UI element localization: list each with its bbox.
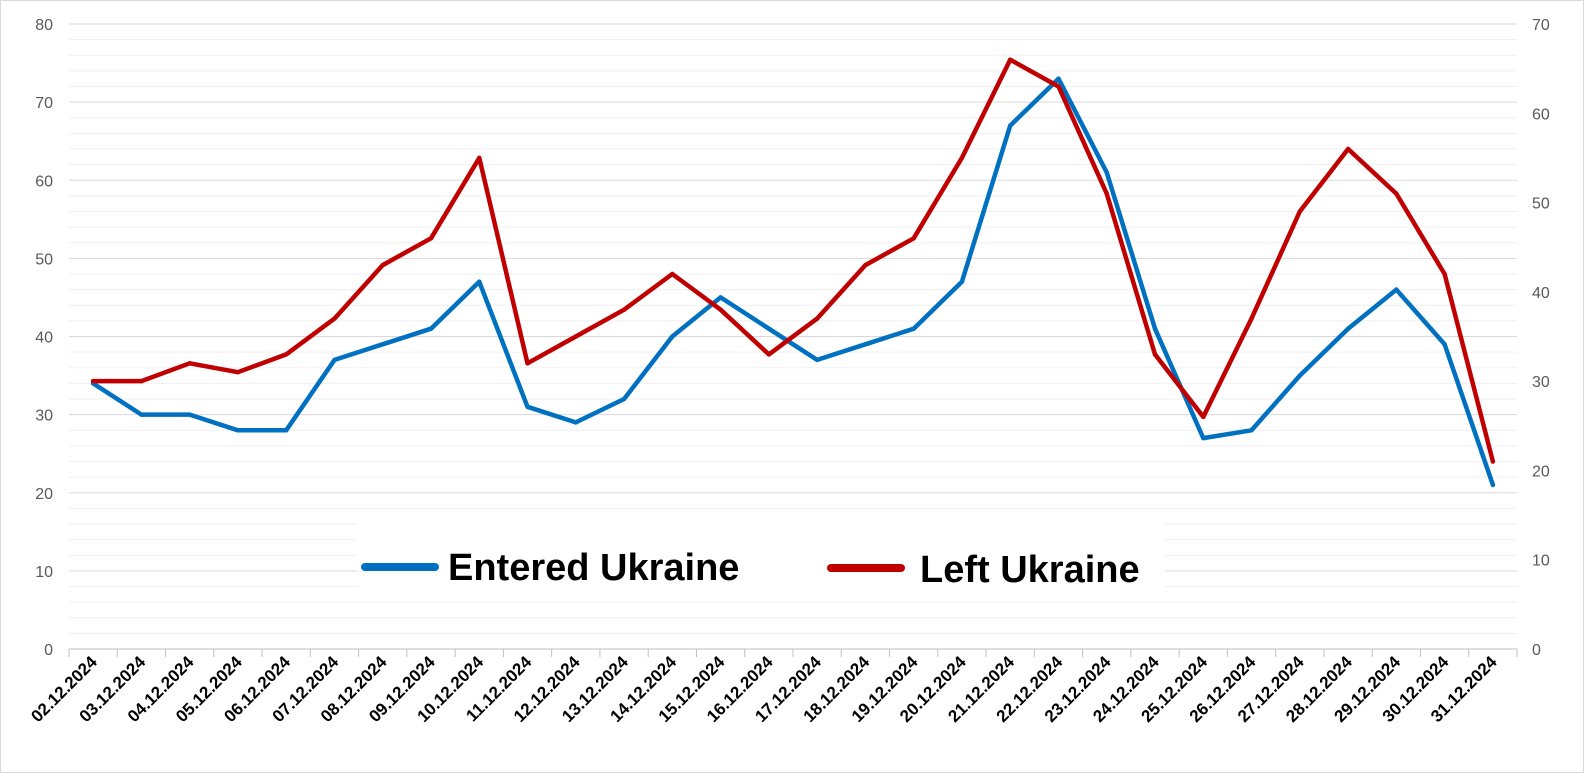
y-left-tick-label: 50 [35, 251, 53, 268]
y-left-tick-label: 0 [44, 642, 53, 659]
legend-label-left-ukraine: Left Ukraine [920, 549, 1140, 591]
data-point [766, 352, 772, 357]
data-point [718, 307, 723, 312]
data-point [428, 236, 434, 241]
data-point [1152, 326, 1158, 331]
y-left-tick-label: 10 [35, 564, 53, 581]
data-point [284, 428, 289, 433]
series-line-left-ukraine [90, 57, 1496, 464]
y-right-tick-label: 60 [1532, 106, 1550, 123]
y-right-tick-label: 20 [1532, 463, 1550, 480]
data-point [670, 334, 675, 339]
data-point [621, 307, 627, 312]
data-point [1152, 352, 1158, 357]
data-point [525, 404, 530, 410]
data-point [235, 370, 241, 375]
y-axis-left: 0 10 20 30 40 50 60 70 80 [35, 17, 53, 659]
y-axis-right: 0 10 20 30 40 50 60 70 [1532, 17, 1550, 659]
series-line-entered-ukraine [90, 76, 1496, 488]
legend-background [357, 509, 1165, 599]
y-left-tick-label: 30 [35, 408, 53, 425]
data-point [911, 236, 916, 241]
data-point [1201, 435, 1206, 441]
minor-gridlines [69, 39, 1517, 634]
data-point [1394, 287, 1399, 292]
data-point [380, 342, 385, 347]
legend-label-entered-ukraine: Entered Ukraine [448, 547, 739, 589]
y-right-tick-label: 50 [1532, 196, 1550, 213]
data-point [814, 316, 820, 321]
data-point [621, 396, 627, 402]
data-point [1008, 57, 1013, 62]
data-point [1104, 191, 1109, 196]
data-point [1394, 191, 1399, 196]
data-point [1056, 76, 1061, 81]
data-point [525, 361, 530, 366]
series-lines [90, 57, 1496, 488]
data-point [573, 334, 578, 339]
y-left-tick-label: 70 [35, 95, 53, 112]
y-right-tick-label: 30 [1532, 374, 1550, 391]
y-left-tick-label: 80 [35, 17, 53, 34]
data-point [187, 412, 192, 417]
data-point [573, 420, 578, 425]
data-point [959, 155, 965, 161]
data-point [477, 155, 482, 161]
x-axis: 02.12.202403.12.202404.12.202405.12.2024… [27, 649, 1518, 726]
data-point [380, 262, 385, 268]
y-right-tick-label: 70 [1532, 17, 1550, 34]
data-point [139, 378, 144, 384]
data-point [814, 357, 820, 363]
data-point [139, 412, 144, 417]
data-point [477, 279, 482, 285]
data-point [1249, 316, 1254, 321]
y-right-tick-label: 40 [1532, 285, 1550, 302]
data-point [1297, 209, 1303, 214]
data-point [911, 326, 916, 331]
data-point [718, 295, 723, 300]
data-point [1201, 414, 1206, 420]
data-point [332, 357, 337, 363]
data-point [959, 279, 965, 285]
data-point [766, 326, 772, 331]
data-point [1345, 146, 1351, 152]
data-point [1249, 428, 1254, 433]
data-point [1345, 326, 1351, 331]
data-point [1442, 271, 1447, 277]
data-point [428, 326, 434, 331]
y-right-tick-label: 0 [1532, 642, 1541, 659]
chart-legend: Entered Ukraine Left Ukraine [357, 509, 1165, 599]
data-point [670, 271, 675, 277]
data-point [187, 361, 192, 366]
data-point [332, 316, 337, 321]
y-left-tick-label: 40 [35, 330, 53, 347]
y-left-tick-label: 60 [35, 173, 53, 190]
data-point [1008, 123, 1013, 128]
data-point [863, 342, 868, 347]
data-point [1490, 482, 1496, 488]
data-point [235, 428, 241, 433]
data-point [90, 378, 96, 384]
data-point [1104, 170, 1109, 175]
data-point [1490, 459, 1496, 464]
data-point [1297, 373, 1303, 378]
data-point [863, 262, 868, 268]
data-point [284, 352, 289, 357]
y-right-tick-label: 10 [1532, 553, 1550, 570]
data-point [1056, 84, 1061, 89]
y-left-tick-label: 20 [35, 486, 53, 503]
data-point [1442, 342, 1447, 347]
